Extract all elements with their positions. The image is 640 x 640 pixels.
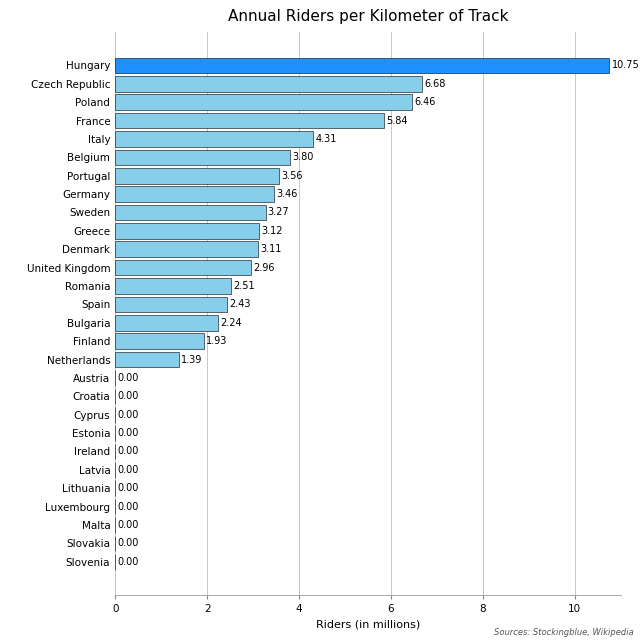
Text: 0.00: 0.00 <box>118 410 139 420</box>
Bar <box>115 58 609 73</box>
Bar <box>115 186 274 202</box>
Bar <box>115 223 259 239</box>
Text: 6.68: 6.68 <box>424 79 446 89</box>
Title: Annual Riders per Kilometer of Track: Annual Riders per Kilometer of Track <box>228 9 508 24</box>
Text: 0.00: 0.00 <box>118 373 139 383</box>
Text: 1.39: 1.39 <box>181 355 203 365</box>
Text: 2.43: 2.43 <box>229 300 251 309</box>
Bar <box>115 352 179 367</box>
Text: 5.84: 5.84 <box>386 116 408 125</box>
Text: 0.00: 0.00 <box>118 520 139 530</box>
Bar <box>115 94 412 110</box>
Bar <box>115 260 252 275</box>
Text: 2.96: 2.96 <box>253 262 275 273</box>
Text: 0.00: 0.00 <box>118 502 139 511</box>
Text: 3.12: 3.12 <box>261 226 282 236</box>
Text: 4.31: 4.31 <box>316 134 337 144</box>
Text: 0.00: 0.00 <box>118 557 139 567</box>
Text: 0.00: 0.00 <box>118 538 139 548</box>
Text: 3.27: 3.27 <box>268 207 289 218</box>
Text: 3.11: 3.11 <box>260 244 282 254</box>
Bar <box>115 168 279 184</box>
Text: 1.93: 1.93 <box>206 336 228 346</box>
Bar <box>115 113 383 129</box>
Text: Sources: Stockingblue, Wikipedia: Sources: Stockingblue, Wikipedia <box>494 628 634 637</box>
Text: 3.80: 3.80 <box>292 152 314 163</box>
Bar <box>115 241 258 257</box>
Text: 10.75: 10.75 <box>612 60 639 70</box>
Bar <box>115 315 218 331</box>
Text: 2.24: 2.24 <box>220 318 242 328</box>
Text: 0.00: 0.00 <box>118 447 139 456</box>
Bar <box>115 131 314 147</box>
Text: 0.00: 0.00 <box>118 483 139 493</box>
Bar <box>115 278 230 294</box>
Text: 0.00: 0.00 <box>118 391 139 401</box>
Text: 3.46: 3.46 <box>276 189 298 199</box>
Bar <box>115 333 204 349</box>
Text: 3.56: 3.56 <box>281 171 303 180</box>
Text: 0.00: 0.00 <box>118 465 139 475</box>
Text: 0.00: 0.00 <box>118 428 139 438</box>
Bar <box>115 150 290 165</box>
Bar <box>115 205 266 220</box>
Bar <box>115 76 422 92</box>
Text: 6.46: 6.46 <box>415 97 436 107</box>
Bar <box>115 296 227 312</box>
Text: 2.51: 2.51 <box>233 281 255 291</box>
X-axis label: Riders (in millions): Riders (in millions) <box>316 620 420 630</box>
